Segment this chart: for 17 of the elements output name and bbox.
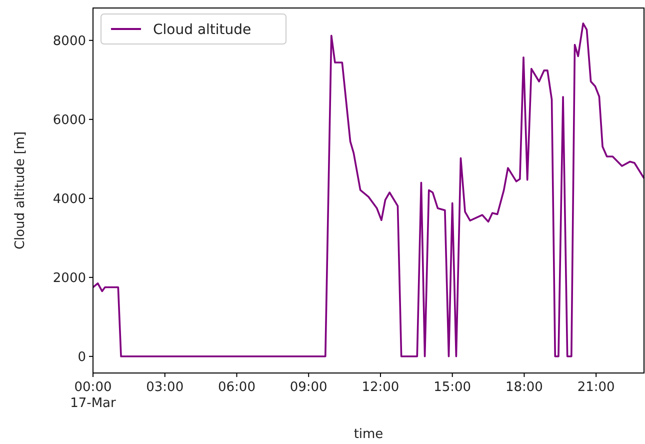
x-tick-label: 12:00 — [362, 380, 400, 395]
line-series — [92, 22, 645, 358]
x-tick-label: 21:00 — [577, 380, 615, 395]
x-tick-label: 00:00 17-Mar — [70, 380, 117, 411]
legend-label: Cloud altitude — [153, 22, 252, 38]
x-tick-label: 09:00 — [290, 380, 328, 395]
y-tick-label: 4000 — [52, 192, 86, 207]
x-tick-label: 18:00 — [505, 380, 543, 395]
x-axis-title: time — [354, 427, 384, 442]
y-tick-label: 6000 — [52, 112, 86, 128]
y-tick-label: 8000 — [52, 34, 86, 49]
x-tick-label: 06:00 — [218, 380, 256, 395]
y-axis-title: Cloud altitude [m] — [13, 131, 28, 250]
x-tick-label: 15:00 — [434, 380, 472, 395]
y-tick-label: 2000 — [52, 270, 86, 286]
y-tick-label: 0 — [78, 350, 86, 365]
x-tick-label: 03:00 — [146, 380, 184, 395]
